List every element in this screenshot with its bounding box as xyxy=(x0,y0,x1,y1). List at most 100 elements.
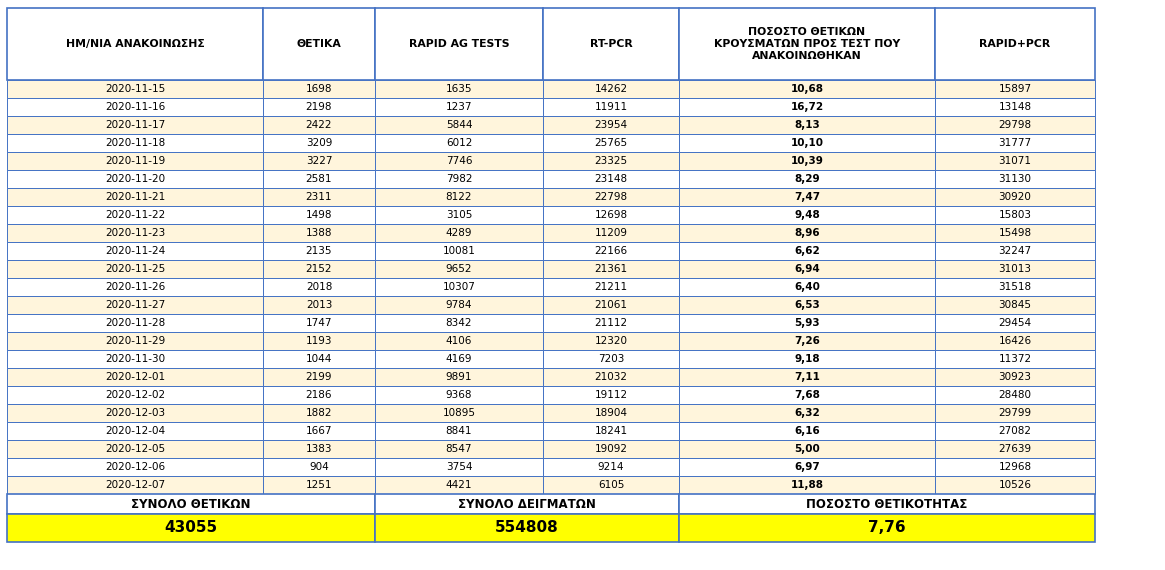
Text: 23148: 23148 xyxy=(594,174,628,184)
Text: 9891: 9891 xyxy=(446,372,472,382)
Bar xyxy=(263,404,375,422)
Bar xyxy=(7,8,263,80)
Text: 2020-11-20: 2020-11-20 xyxy=(105,174,165,184)
Text: 28480: 28480 xyxy=(998,390,1031,400)
Bar xyxy=(679,260,935,278)
Text: 2020-11-21: 2020-11-21 xyxy=(105,192,165,202)
Text: 10,10: 10,10 xyxy=(791,138,824,148)
Text: 2422: 2422 xyxy=(305,120,332,130)
Text: 1383: 1383 xyxy=(305,444,332,454)
Text: 1193: 1193 xyxy=(305,336,332,346)
Bar xyxy=(375,494,679,514)
Text: 21032: 21032 xyxy=(594,372,628,382)
Text: 6012: 6012 xyxy=(446,138,472,148)
Text: 10895: 10895 xyxy=(443,408,475,418)
Bar xyxy=(543,278,679,296)
Text: 25765: 25765 xyxy=(594,138,628,148)
Bar xyxy=(679,296,935,314)
Text: 16,72: 16,72 xyxy=(790,102,824,112)
Text: 12968: 12968 xyxy=(998,462,1031,472)
Text: 3209: 3209 xyxy=(305,138,332,148)
Bar xyxy=(263,134,375,152)
Bar xyxy=(7,476,263,494)
Text: 904: 904 xyxy=(309,462,329,472)
Bar xyxy=(935,188,1095,206)
Bar xyxy=(263,224,375,242)
Bar xyxy=(375,514,679,542)
Text: 2135: 2135 xyxy=(305,246,332,256)
Text: 6,16: 6,16 xyxy=(795,426,820,436)
Bar xyxy=(263,440,375,458)
Bar xyxy=(935,98,1095,116)
Text: RAPID+PCR: RAPID+PCR xyxy=(980,39,1051,49)
Text: ΗΜ/ΝΙΑ ΑΝΑΚΟΙΝΩΣΗΣ: ΗΜ/ΝΙΑ ΑΝΑΚΟΙΝΩΣΗΣ xyxy=(65,39,204,49)
Text: 23325: 23325 xyxy=(594,156,628,166)
Bar xyxy=(679,458,935,476)
Bar xyxy=(679,170,935,188)
Text: 1498: 1498 xyxy=(305,210,332,220)
Text: 11911: 11911 xyxy=(594,102,628,112)
Bar xyxy=(935,224,1095,242)
Bar xyxy=(375,332,543,350)
Text: 2020-12-07: 2020-12-07 xyxy=(105,480,165,490)
Text: 7,68: 7,68 xyxy=(795,390,820,400)
Bar xyxy=(543,314,679,332)
Bar xyxy=(375,368,543,386)
Text: 4289: 4289 xyxy=(446,228,472,238)
Bar xyxy=(375,440,543,458)
Text: 21211: 21211 xyxy=(594,282,628,292)
Text: 1044: 1044 xyxy=(305,354,332,364)
Bar xyxy=(375,116,543,134)
Bar xyxy=(543,386,679,404)
Text: 12698: 12698 xyxy=(594,210,628,220)
Text: 2020-11-23: 2020-11-23 xyxy=(105,228,165,238)
Text: 2020-11-18: 2020-11-18 xyxy=(105,138,165,148)
Text: 11209: 11209 xyxy=(594,228,628,238)
Bar xyxy=(263,260,375,278)
Bar xyxy=(679,350,935,368)
Bar xyxy=(679,278,935,296)
Text: 8342: 8342 xyxy=(446,318,472,328)
Text: 32247: 32247 xyxy=(998,246,1031,256)
Bar xyxy=(7,242,263,260)
Bar xyxy=(679,152,935,170)
Bar xyxy=(263,386,375,404)
Bar xyxy=(935,404,1095,422)
Bar xyxy=(543,368,679,386)
Bar xyxy=(543,332,679,350)
Bar xyxy=(7,116,263,134)
Text: ΠΟΣΟΣΤΟ ΘΕΤΙΚΟΤΗΤΑΣ: ΠΟΣΟΣΤΟ ΘΕΤΙΚΟΤΗΤΑΣ xyxy=(806,498,968,511)
Bar xyxy=(679,314,935,332)
Text: RT-PCR: RT-PCR xyxy=(589,39,633,49)
Text: 18241: 18241 xyxy=(594,426,628,436)
Text: ΣΥΝΟΛΟ ΘΕΤΙΚΩΝ: ΣΥΝΟΛΟ ΘΕΤΙΚΩΝ xyxy=(132,498,250,511)
Text: 6,94: 6,94 xyxy=(795,264,820,274)
Text: 3227: 3227 xyxy=(305,156,332,166)
Text: 7982: 7982 xyxy=(446,174,472,184)
Bar xyxy=(679,134,935,152)
Bar xyxy=(7,170,263,188)
Bar xyxy=(679,514,1095,542)
Bar xyxy=(543,8,679,80)
Text: 6,53: 6,53 xyxy=(795,300,820,310)
Bar xyxy=(263,8,375,80)
Text: 14262: 14262 xyxy=(594,84,628,94)
Text: 2020-11-26: 2020-11-26 xyxy=(105,282,165,292)
Text: 2020-11-25: 2020-11-25 xyxy=(105,264,165,274)
Text: 2152: 2152 xyxy=(305,264,332,274)
Bar xyxy=(935,296,1095,314)
Bar xyxy=(543,296,679,314)
Bar xyxy=(7,458,263,476)
Text: 27639: 27639 xyxy=(998,444,1031,454)
Bar xyxy=(543,170,679,188)
Text: 2581: 2581 xyxy=(305,174,332,184)
Text: 6,62: 6,62 xyxy=(795,246,820,256)
Text: 10,68: 10,68 xyxy=(791,84,824,94)
Bar xyxy=(263,476,375,494)
Text: 8841: 8841 xyxy=(446,426,472,436)
Bar xyxy=(375,458,543,476)
Bar xyxy=(679,476,935,494)
Bar xyxy=(375,8,543,80)
Bar xyxy=(263,116,375,134)
Text: 10,39: 10,39 xyxy=(791,156,824,166)
